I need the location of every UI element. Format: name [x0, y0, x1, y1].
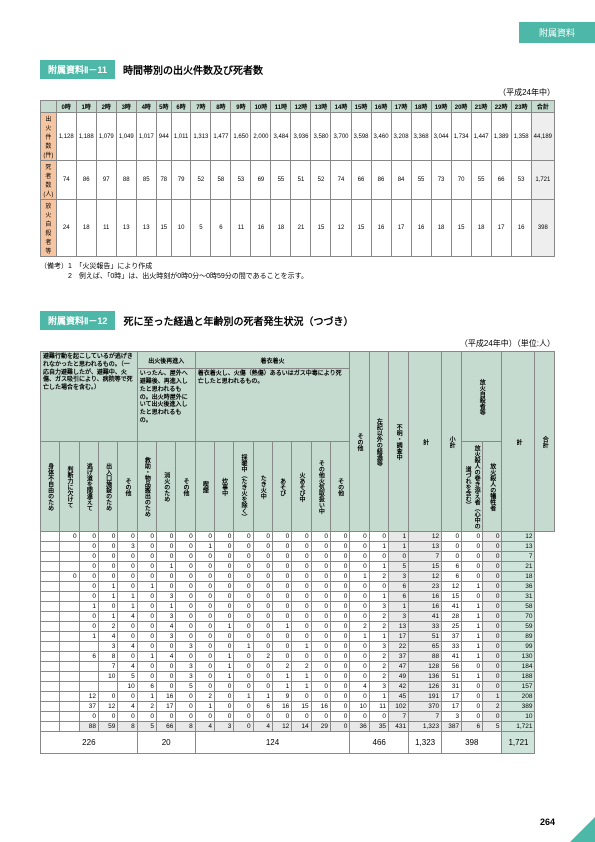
corner-decoration: [570, 817, 595, 842]
header-tab: 附属資料: [519, 22, 595, 43]
page-number: 264: [540, 817, 555, 827]
table1-notes: （備考）1 「火災報告」により作成 2 例えば、「0時」は、出火時刻が0時0分～…: [40, 261, 555, 281]
section2-title: 死に至った経過と年齢別の死者発生状況（つづき）: [123, 313, 353, 328]
section1-title: 時間帯別の出火件数及び死者数: [123, 62, 263, 77]
year-note-1: （平成24年中）: [40, 87, 555, 98]
table2: 避難行動を起こしているが逃げきれなかったと思われるもの。（一応自力避難したが、避…: [40, 351, 555, 754]
section2-badge: 附属資料Ⅱ－12: [40, 311, 115, 330]
section1-badge: 附属資料Ⅱ－11: [40, 60, 115, 79]
table1: 0時1時2時3時4時5時6時7時8時9時10時11時12時13時14時15時16…: [40, 100, 555, 257]
year-note-2: （平成24年中）（単位:人）: [40, 338, 555, 349]
